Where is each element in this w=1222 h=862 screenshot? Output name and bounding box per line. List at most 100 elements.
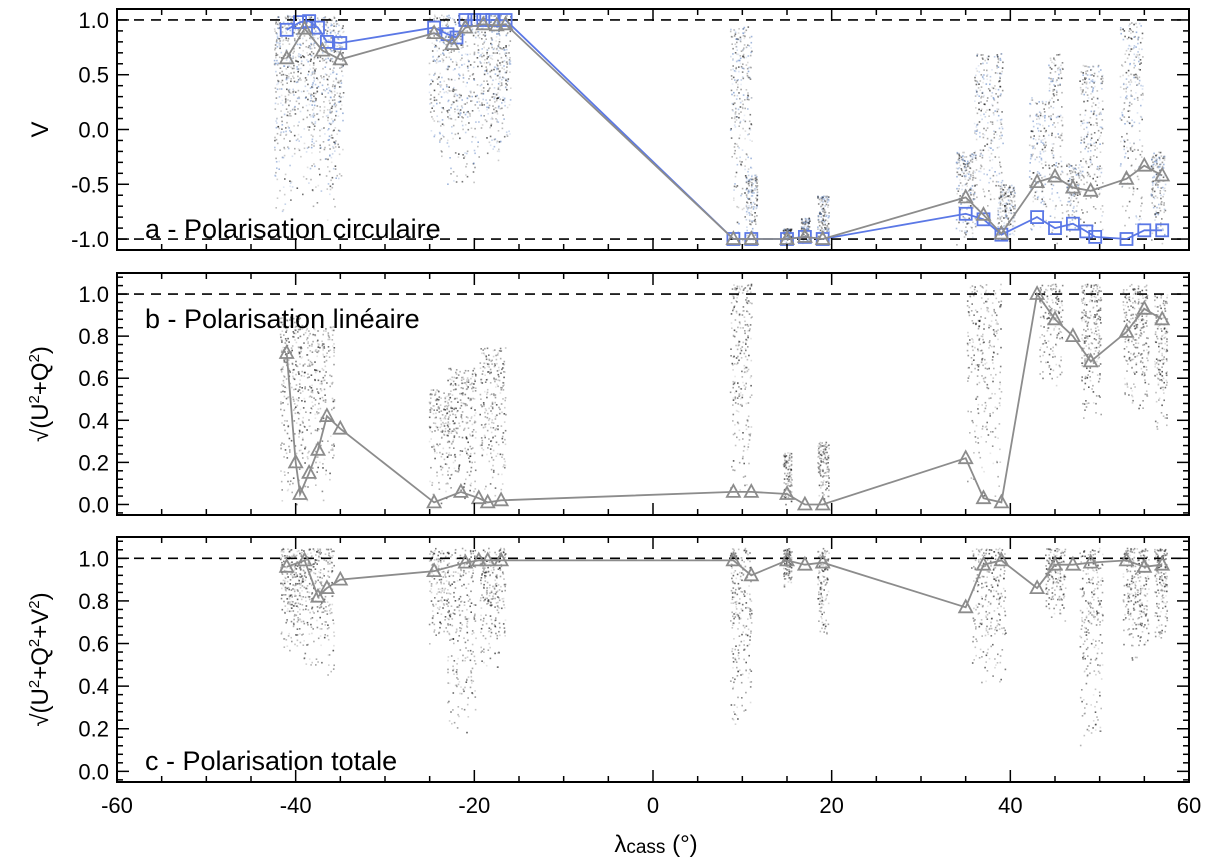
scatter-point [1061,204,1063,206]
scatter-point [1155,184,1157,186]
scatter-point [497,59,499,62]
scatter-point [739,62,742,65]
scatter-point [1031,154,1033,157]
scatter-point [429,409,431,411]
scatter-point [280,351,283,353]
scatter-point [1030,103,1032,106]
scatter-point [967,222,970,225]
scatter-point [1061,139,1063,142]
scatter-point [319,135,321,137]
scatter-point [466,111,468,114]
scatter-point [749,199,752,201]
scatter-point [299,54,302,56]
scatter-point [469,115,471,117]
scatter-point [1002,190,1005,192]
scatter-point [323,388,326,391]
scatter-point [289,180,291,182]
scatter-point [460,44,462,46]
scatter-point [1005,184,1007,186]
scatter-point [283,25,286,28]
scatter-point [285,331,287,333]
scatter-point [290,347,293,349]
scatter-point [321,344,324,347]
scatter-point [1001,67,1004,69]
scatter-point [305,411,307,413]
scatter-point [963,165,966,168]
scatter-point [276,167,278,169]
scatter-point [743,114,746,117]
scatter-point [334,102,336,105]
scatter-point [741,161,743,163]
scatter-point [329,478,331,481]
scatter-point [281,323,284,326]
scatter-point [1137,51,1139,53]
scatter-point [304,426,306,428]
scatter-point [1158,207,1161,209]
scatter-point [446,405,449,408]
scatter-point [438,396,441,398]
scatter-point [739,160,741,163]
scatter-point [1004,205,1006,207]
scatter-point [481,104,483,106]
scatter-point [440,84,443,86]
scatter-point [1085,160,1087,163]
scatter-point [1086,211,1088,213]
scatter-point [963,172,965,175]
scatter-point [1161,203,1163,206]
scatter-point [751,227,754,230]
scatter-point [293,378,296,381]
scatter-point [446,110,449,112]
scatter-point [1069,193,1072,195]
scatter-point [506,70,508,72]
scatter-point [335,25,337,28]
scatter-point [955,219,958,221]
scatter-point [494,23,497,26]
scatter-point [1090,144,1092,147]
scatter-point [335,51,338,54]
scatter-point [463,34,466,36]
scatter-point [287,396,289,399]
scatter-point [999,200,1002,203]
scatter-point [304,400,306,403]
scatter-point [1070,165,1073,167]
scatter-point [997,217,1000,220]
scatter-point [319,407,322,410]
scatter-point [1160,222,1162,224]
scatter-point [1101,88,1103,90]
scatter-point [503,77,505,79]
scatter-point [992,87,995,90]
scatter-point [433,448,436,451]
scatter-point [1071,210,1074,212]
scatter-point [311,189,314,191]
scatter-point [1089,165,1092,167]
scatter-point [311,94,314,96]
scatter-point [1089,150,1092,152]
scatter-point [738,116,740,119]
scatter-point [293,107,296,109]
scatter-point [1091,98,1093,100]
scatter-point [497,68,499,70]
scatter-point [1058,77,1061,80]
scatter-point [505,23,508,25]
scatter-point [473,181,475,184]
scatter-point [1151,164,1153,167]
scatter-point [284,391,286,393]
scatter-point [433,18,435,20]
scatter-point [328,350,330,352]
scatter-point [957,190,960,192]
scatter-point [971,232,974,235]
scatter-point [1067,214,1070,216]
scatter-point [1068,177,1071,180]
scatter-point [325,328,327,330]
scatter-point [1153,152,1155,155]
scatter-point [288,65,290,67]
scatter-point [999,119,1002,121]
scatter-point [281,26,284,29]
scatter-point [301,387,303,389]
scatter-point [1157,212,1160,214]
scatter-point [1130,73,1132,76]
scatter-point [283,382,285,384]
y-tick-label: -1.0 [71,227,109,252]
scatter-point [743,56,745,59]
scatter-point [1093,72,1096,75]
